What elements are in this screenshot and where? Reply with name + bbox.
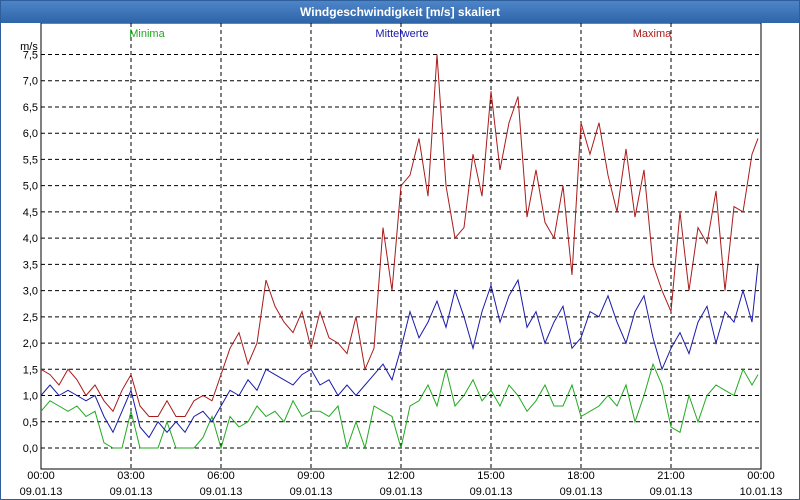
y-tick-label: 7,0 (23, 76, 38, 88)
y-tick-label: 3,5 (23, 259, 38, 271)
y-tick-label: 6,0 (23, 128, 38, 140)
y-tick-label: 7,5 (23, 49, 38, 61)
y-tick-label: 1,5 (23, 364, 38, 376)
x-tick-time: 15:00 (477, 470, 505, 482)
y-axis-label: m/s (20, 41, 38, 53)
y-tick-label: 4,5 (23, 207, 38, 219)
y-tick-label: 6,5 (23, 102, 38, 114)
x-tick-time: 03:00 (117, 470, 145, 482)
x-tick-date: 09.01.13 (200, 486, 243, 498)
x-tick-time: 21:00 (657, 470, 685, 482)
y-tick-label: 2,5 (23, 312, 38, 324)
window-title: Windgeschwindigkeit [m/s] skaliert (1, 1, 799, 23)
x-tick-date: 09.01.13 (290, 486, 333, 498)
x-tick-time: 18:00 (567, 470, 595, 482)
x-tick-date: 09.01.13 (20, 486, 63, 498)
x-tick-time: 09:00 (297, 470, 325, 482)
series-line-minima (40, 362, 759, 450)
x-tick-time: 12:00 (387, 470, 415, 482)
legend-maxima: Maxima (633, 28, 672, 40)
x-tick-date: 09.01.13 (110, 486, 153, 498)
x-tick-time: 06:00 (207, 470, 235, 482)
chart-background (1, 23, 799, 499)
y-tick-label: 3,0 (23, 286, 38, 298)
y-tick-label: 0,0 (23, 443, 38, 455)
x-tick-date: 10.01.13 (740, 486, 783, 498)
plot-frame (40, 23, 762, 470)
y-tick-label: 4,0 (23, 233, 38, 245)
legend-minima: Minima (129, 28, 165, 40)
series-line-mittelwerte (40, 264, 759, 439)
x-tick-date: 09.01.13 (470, 486, 513, 498)
x-tick-date: 09.01.13 (560, 486, 603, 498)
chart-area: 0,0 0,5 1,0 1,5 2,0 2,5 3,0 3,5 4,0 4,5 5,0 5,5 6,0 6… (1, 23, 799, 499)
y-tick-label: 1,0 (23, 391, 38, 403)
x-tick-date: 09.01.13 (380, 486, 423, 498)
legend-mittelwerte: Mittelwerte (375, 28, 428, 40)
x-tick-time: 00:00 (747, 470, 775, 482)
series-line-maxima (40, 54, 759, 417)
y-tick-label: 5,0 (23, 181, 38, 193)
y-tick-label: 2,0 (23, 338, 38, 350)
y-tick-label: 0,5 (23, 417, 38, 429)
x-tick-date: 09.01.13 (650, 486, 693, 498)
y-tick-label: 5,5 (23, 154, 38, 166)
x-tick-time: 00:00 (27, 470, 55, 482)
